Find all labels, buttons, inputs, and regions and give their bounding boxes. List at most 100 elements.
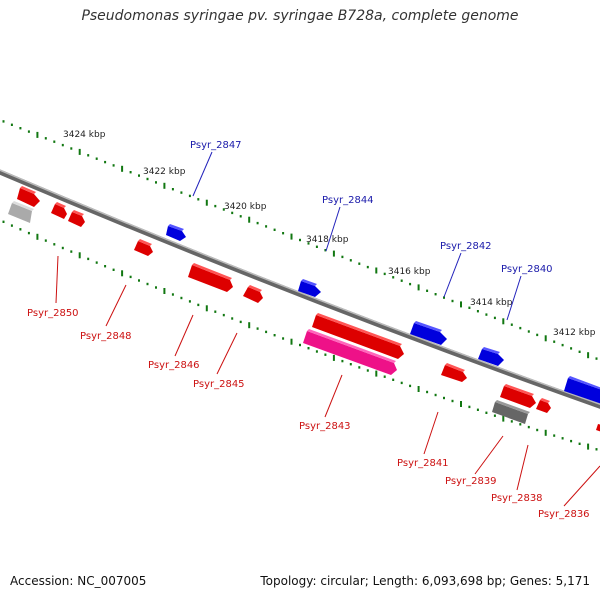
- minor-tick: [112, 268, 115, 271]
- gene-psyr-2842[interactable]: [410, 321, 447, 345]
- gene-label-psyr-2841[interactable]: Psyr_2841: [397, 458, 449, 469]
- minor-tick: [451, 299, 454, 303]
- minor-tick: [197, 198, 200, 201]
- minor-tick: [138, 279, 140, 282]
- gene-label-psyr-2845[interactable]: Psyr_2845: [193, 379, 245, 390]
- minor-tick: [256, 221, 259, 225]
- gene-label-psyr-2838[interactable]: Psyr_2838: [491, 493, 543, 504]
- gene-psyr-2840[interactable]: [478, 347, 504, 366]
- gene-psyr-2845[interactable]: [243, 285, 263, 303]
- minor-tick: [282, 232, 285, 235]
- minor-tick: [197, 303, 200, 307]
- gene-psyr-2847[interactable]: [166, 224, 186, 241]
- scale-labels: 3424 kbp 3422 kbp 3420 kbp 3418 kbp 3416…: [63, 130, 596, 338]
- forward-gene-labels: Psyr_2847 Psyr_2844 Psyr_2842 Psyr_2840: [190, 140, 553, 275]
- minor-tick: [2, 120, 5, 123]
- minor-tick: [27, 231, 30, 235]
- major-tick: [163, 182, 166, 189]
- minor-tick: [451, 399, 454, 403]
- feature-grey-left[interactable]: [8, 201, 34, 223]
- minor-tick: [87, 154, 90, 157]
- gene-psyr-2837[interactable]: [536, 398, 551, 413]
- gene-psyr-2843[interactable]: [303, 329, 397, 375]
- gene-psyr-2843-a[interactable]: [312, 313, 404, 359]
- gene-psyr-2841[interactable]: [441, 363, 467, 382]
- gene-label-psyr-2846[interactable]: Psyr_2846: [148, 360, 200, 371]
- minor-tick: [434, 293, 437, 296]
- minor-tick: [239, 215, 242, 218]
- minor-tick: [27, 130, 30, 133]
- minor-tick: [366, 369, 369, 372]
- minor-tick: [485, 313, 488, 316]
- minor-tick: [476, 408, 479, 411]
- gene-psyr-2850[interactable]: [17, 186, 40, 207]
- minor-tick: [282, 337, 285, 340]
- gene-psyr-2848-a[interactable]: [68, 210, 85, 227]
- minor-tick: [383, 375, 386, 378]
- gene-psyr-2849[interactable]: [51, 202, 67, 219]
- minor-tick: [138, 174, 140, 177]
- gene-psyr-2839-a[interactable]: [500, 384, 536, 408]
- gene-edge-blue[interactable]: [564, 376, 600, 404]
- minor-tick: [315, 350, 318, 353]
- minor-tick: [231, 317, 234, 320]
- major-tick: [375, 267, 378, 274]
- minor-tick: [222, 313, 225, 317]
- major-tick: [544, 335, 547, 342]
- feature-grey-right[interactable]: [492, 400, 530, 424]
- minor-tick: [493, 414, 496, 417]
- minor-tick: [519, 326, 522, 330]
- minor-tick: [70, 147, 73, 150]
- gene-label-psyr-2844[interactable]: Psyr_2844: [322, 195, 374, 206]
- minor-tick: [256, 327, 259, 330]
- minor-tick: [392, 276, 395, 279]
- scale-label: 3418 kbp: [306, 235, 349, 245]
- minor-tick: [561, 343, 564, 347]
- major-tick: [290, 338, 293, 345]
- minor-tick: [443, 296, 445, 299]
- minor-tick: [129, 171, 132, 174]
- minor-tick: [112, 164, 115, 167]
- major-tick: [460, 401, 462, 407]
- major-tick: [248, 216, 251, 223]
- minor-tick: [315, 245, 318, 248]
- major-tick: [502, 318, 505, 325]
- minor-tick: [324, 353, 327, 356]
- minor-tick: [87, 257, 90, 261]
- gene-psyr-2844[interactable]: [298, 279, 321, 297]
- gene-label-psyr-2843[interactable]: Psyr_2843: [299, 421, 351, 432]
- scale-label: 3416 kbp: [388, 267, 431, 277]
- gene-psyr-2836-edge[interactable]: [596, 424, 600, 432]
- minor-tick: [426, 289, 429, 292]
- minor-tick: [19, 228, 22, 231]
- major-tick: [502, 415, 505, 422]
- minor-tick: [570, 439, 573, 443]
- minor-tick: [44, 137, 47, 140]
- gene-label-psyr-2842[interactable]: Psyr_2842: [440, 241, 492, 252]
- gene-label-psyr-2840[interactable]: Psyr_2840: [501, 264, 553, 275]
- major-tick: [417, 284, 420, 291]
- minor-tick: [188, 300, 191, 303]
- minor-tick: [222, 208, 225, 211]
- gene-label-psyr-2836[interactable]: Psyr_2836: [538, 509, 590, 520]
- major-tick: [417, 386, 420, 392]
- gene-psyr-2848[interactable]: [134, 239, 153, 256]
- minor-tick: [468, 405, 471, 409]
- minor-tick: [61, 246, 64, 250]
- major-tick: [121, 270, 124, 277]
- scale-label: 3412 kbp: [553, 328, 596, 338]
- gene-label-psyr-2848[interactable]: Psyr_2848: [80, 331, 132, 342]
- major-tick: [375, 370, 378, 377]
- major-tick: [121, 165, 124, 172]
- gene-label-psyr-2847[interactable]: Psyr_2847: [190, 140, 242, 151]
- minor-tick: [519, 423, 522, 426]
- minor-tick: [434, 393, 437, 397]
- major-tick: [460, 301, 462, 308]
- gene-psyr-2846[interactable]: [188, 263, 233, 292]
- genome-backbone-highlight: [0, 169, 600, 406]
- gene-label-psyr-2839[interactable]: Psyr_2839: [445, 476, 497, 487]
- minor-tick: [341, 359, 344, 363]
- gene-label-psyr-2850[interactable]: Psyr_2850: [27, 308, 79, 319]
